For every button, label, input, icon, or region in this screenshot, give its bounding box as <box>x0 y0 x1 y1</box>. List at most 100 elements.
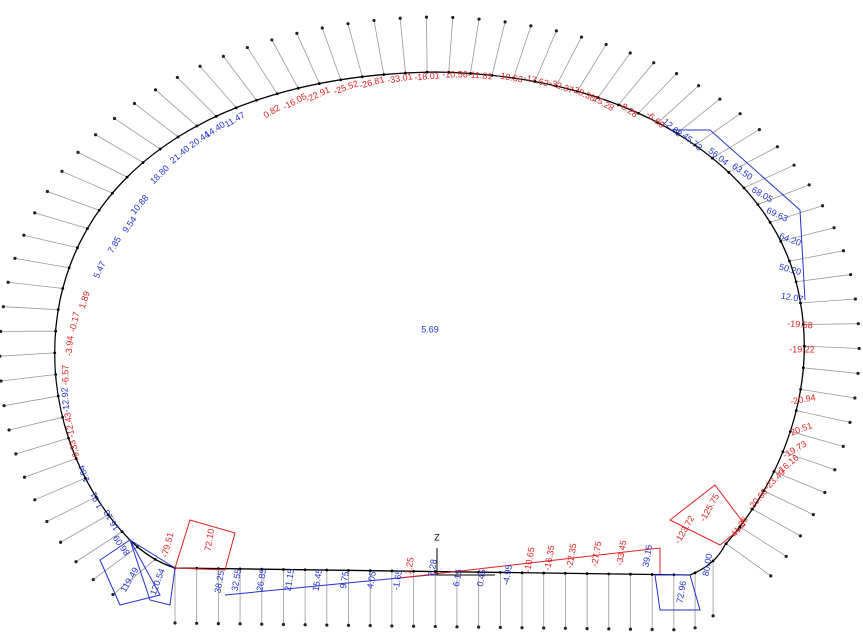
spring-end <box>675 72 678 75</box>
spring-end <box>399 17 402 20</box>
force-label: 10.88 <box>128 193 150 217</box>
spring-end <box>76 151 79 154</box>
force-label: -6.60 <box>644 109 666 130</box>
force-label: -10.63 <box>497 70 524 84</box>
spring <box>155 90 196 126</box>
spring <box>535 31 556 82</box>
spring <box>658 86 699 123</box>
spring-end <box>2 404 5 407</box>
spring <box>400 18 405 73</box>
force-label: -0.17 <box>67 311 81 333</box>
force-label: -10.65 <box>522 546 536 573</box>
spring <box>223 56 256 100</box>
force-label: -19.22 <box>789 344 815 354</box>
spring-end <box>812 513 815 516</box>
spring <box>796 411 850 423</box>
force-label: -8.28 <box>617 100 640 120</box>
spring-end <box>195 622 198 625</box>
spring-end <box>769 574 772 577</box>
spring-end <box>321 26 324 29</box>
force-label: -16.35 <box>542 544 556 571</box>
force-label: -33.45 <box>614 539 628 566</box>
spring <box>449 17 453 72</box>
spring-end <box>823 491 826 494</box>
spring-end <box>858 347 861 350</box>
spring-end <box>832 226 835 229</box>
spring-end <box>605 43 608 46</box>
spring-end <box>46 190 49 193</box>
spring-end <box>711 614 714 617</box>
force-label: -32.37 <box>548 77 575 95</box>
spring-end <box>451 16 454 19</box>
spring-end <box>282 623 285 626</box>
force-label: 50.20 <box>778 262 802 277</box>
force-label: -79.51 <box>159 531 175 558</box>
spring-end <box>133 102 136 105</box>
spring <box>556 37 581 86</box>
spring <box>8 282 63 288</box>
force-label: 21.40 <box>168 143 192 165</box>
force-label: 15.45 <box>311 568 325 592</box>
spring <box>801 299 856 303</box>
spring-end <box>776 145 779 148</box>
spring-end <box>580 35 583 38</box>
spring-end <box>346 22 349 25</box>
spring <box>374 20 384 74</box>
spring <box>695 114 740 145</box>
spring-end <box>0 355 1 358</box>
force-label: -22.35 <box>564 542 578 569</box>
spring-end <box>799 534 802 537</box>
axis-label: Z <box>434 532 440 542</box>
spring <box>272 40 298 88</box>
spring <box>247 48 277 94</box>
spring-end <box>652 61 655 64</box>
spring <box>514 26 531 78</box>
spring-end <box>270 38 273 41</box>
force-label: 119.49 <box>118 566 140 594</box>
force-label: -11.81 <box>467 69 493 81</box>
spring <box>677 99 720 133</box>
force-label: 11.47 <box>223 110 247 130</box>
spring-end <box>238 622 241 625</box>
force-label: -22.91 <box>304 85 331 105</box>
spring-end <box>304 623 307 626</box>
force-label: -19.58 <box>787 318 813 330</box>
spring <box>24 235 78 248</box>
spring <box>426 17 427 72</box>
spring-end <box>7 428 10 431</box>
spring-end <box>111 593 114 596</box>
spring-end <box>718 97 721 100</box>
spring-end <box>45 520 48 523</box>
spring-end <box>246 46 249 49</box>
spring-end <box>499 626 502 629</box>
force-label: -12.43 <box>62 412 76 439</box>
force-label: 7.85 <box>106 235 123 255</box>
spring-end <box>33 498 36 501</box>
spring-end <box>455 625 458 628</box>
spring <box>297 33 320 83</box>
force-label: 0.45 <box>475 568 488 587</box>
spring-end <box>0 330 2 333</box>
force-label: -16.05 <box>281 91 308 112</box>
force-label: 1.91 <box>88 490 104 510</box>
force-label: 41.86 <box>729 515 750 539</box>
spring-end <box>629 51 632 54</box>
force-label: -1.84 <box>76 464 92 487</box>
spring <box>322 28 340 80</box>
spring-end <box>651 628 654 631</box>
spring-end <box>520 626 523 629</box>
spring <box>1 375 56 381</box>
spring-end <box>564 627 567 630</box>
force-label: -20.60 <box>745 487 769 513</box>
spring-end <box>833 468 836 471</box>
spring-end <box>33 211 36 214</box>
force-label: -1.65 <box>391 569 404 591</box>
force-label: 39.15 <box>641 544 655 568</box>
spring-end <box>425 16 428 19</box>
spring-end <box>739 112 742 115</box>
force-label: 6.15 <box>451 568 464 587</box>
spring-end <box>325 623 328 626</box>
spring <box>0 353 55 356</box>
force-label: -20.51 <box>786 420 813 438</box>
spring-end <box>607 627 610 630</box>
